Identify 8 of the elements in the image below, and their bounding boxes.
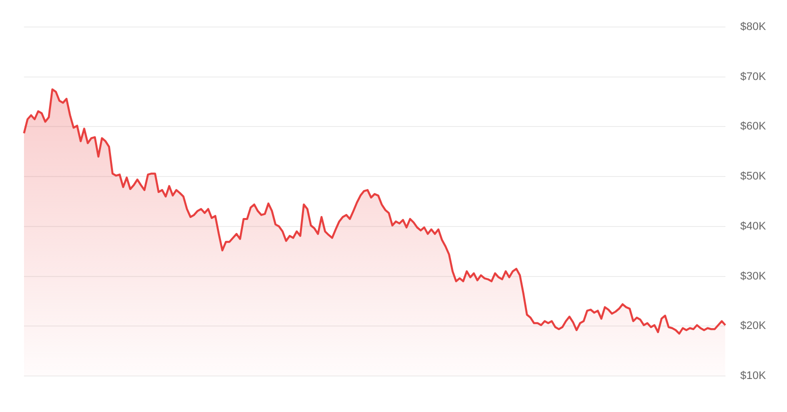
y-tick-label: $20K: [740, 320, 767, 332]
y-tick-label: $80K: [740, 21, 767, 34]
y-tick-label: $70K: [740, 70, 767, 83]
y-tick-label: $60K: [740, 120, 767, 133]
y-tick-label: $50K: [740, 170, 767, 183]
y-tick-label: $10K: [740, 370, 767, 382]
y-tick-label: $30K: [740, 270, 767, 282]
y-tick-label: $40K: [740, 220, 767, 232]
